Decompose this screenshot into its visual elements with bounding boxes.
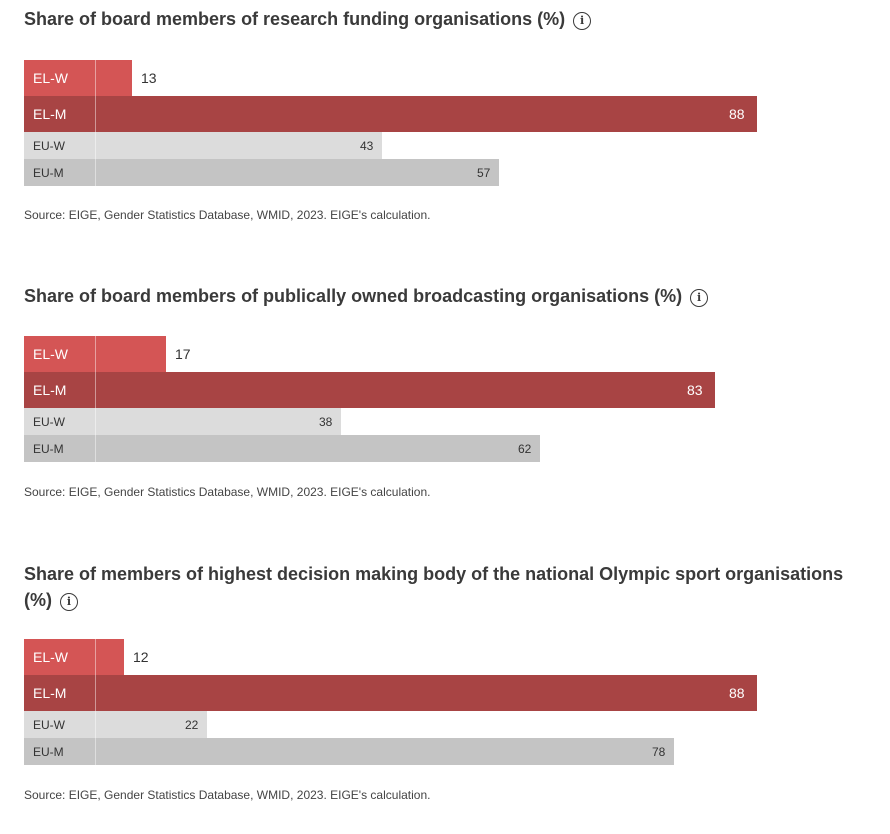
bar-row-eu-w: EU-W 22 (24, 711, 874, 738)
label-divider (95, 435, 96, 462)
chart-title: Share of board members of publically own… (24, 283, 874, 309)
category-label: EL-W (33, 649, 68, 665)
source-note: Source: EIGE, Gender Statistics Database… (24, 208, 431, 222)
bar-row-eu-m: EU-M 57 (24, 159, 874, 186)
bar-eu-m[interactable] (24, 738, 674, 765)
value-label: 38 (319, 414, 333, 429)
category-label: EL-M (33, 382, 67, 398)
bar-rows: EL-W 13 EL-M 88 EU-W 43 EU-M 57 (24, 60, 874, 186)
bar-row-el-w: EL-W 12 (24, 639, 874, 675)
source-note: Source: EIGE, Gender Statistics Database… (24, 485, 431, 499)
value-label: 43 (360, 138, 374, 153)
bar-el-m[interactable] (24, 675, 757, 711)
label-divider (95, 639, 96, 675)
label-divider (95, 159, 96, 186)
bar-eu-m[interactable] (24, 435, 540, 462)
chart-title: Share of board members of research fundi… (24, 6, 874, 32)
bar-row-eu-m: EU-M 78 (24, 738, 874, 765)
value-label: 88 (729, 685, 745, 701)
value-label: 17 (175, 346, 191, 362)
bar-eu-w[interactable] (24, 408, 341, 435)
value-label: 22 (185, 717, 199, 732)
category-label: EU-M (33, 744, 64, 759)
chart-title-text: Share of board members of publically own… (24, 286, 683, 306)
category-label: EL-W (33, 70, 68, 86)
bar-eu-w[interactable] (24, 132, 382, 159)
category-label: EL-M (33, 106, 67, 122)
bar-el-w[interactable] (24, 336, 166, 372)
bar-el-w[interactable] (24, 60, 132, 96)
value-label: 13 (141, 70, 157, 86)
label-divider (95, 132, 96, 159)
bar-eu-w[interactable] (24, 711, 207, 738)
source-note: Source: EIGE, Gender Statistics Database… (24, 788, 431, 802)
value-label: 12 (133, 649, 149, 665)
value-label: 88 (729, 106, 745, 122)
label-divider (95, 675, 96, 711)
label-divider (95, 96, 96, 132)
bar-rows: EL-W 12 EL-M 88 EU-W 22 EU-M 78 (24, 639, 874, 765)
label-divider (95, 408, 96, 435)
bar-row-el-w: EL-W 13 (24, 60, 874, 96)
bar-row-el-m: EL-M 83 (24, 372, 874, 408)
info-icon[interactable]: i (60, 593, 78, 611)
label-divider (95, 60, 96, 96)
bar-row-el-m: EL-M 88 (24, 675, 874, 711)
value-label: 57 (477, 165, 491, 180)
bar-row-el-m: EL-M 88 (24, 96, 874, 132)
category-label: EL-W (33, 346, 68, 362)
bar-row-eu-w: EU-W 43 (24, 132, 874, 159)
bar-el-m[interactable] (24, 96, 757, 132)
bar-row-eu-w: EU-W 38 (24, 408, 874, 435)
category-label: EU-W (33, 717, 65, 732)
chart-2: Share of board members of publically own… (24, 283, 874, 499)
category-label: EU-W (33, 138, 65, 153)
bar-row-eu-m: EU-M 62 (24, 435, 874, 462)
label-divider (95, 372, 96, 408)
info-icon[interactable]: i (690, 289, 709, 307)
chart-title-text: Share of members of highest decision mak… (24, 564, 844, 610)
category-label: EU-M (33, 165, 64, 180)
info-icon[interactable]: i (573, 12, 592, 30)
chart-1: Share of board members of research fundi… (24, 6, 874, 222)
bar-el-m[interactable] (24, 372, 715, 408)
bar-rows: EL-W 17 EL-M 83 EU-W 38 EU-M 62 (24, 336, 874, 462)
category-label: EL-M (33, 685, 67, 701)
label-divider (95, 711, 96, 738)
chart-title: Share of members of highest decision mak… (24, 561, 874, 613)
label-divider (95, 336, 96, 372)
bar-row-el-w: EL-W 17 (24, 336, 874, 372)
value-label: 62 (518, 441, 532, 456)
category-label: EU-M (33, 441, 64, 456)
chart-3: Share of members of highest decision mak… (24, 561, 874, 802)
bar-eu-m[interactable] (24, 159, 499, 186)
label-divider (95, 738, 96, 765)
value-label: 78 (652, 744, 666, 759)
value-label: 83 (687, 382, 703, 398)
category-label: EU-W (33, 414, 65, 429)
chart-title-text: Share of board members of research fundi… (24, 9, 566, 29)
bar-el-w[interactable] (24, 639, 124, 675)
